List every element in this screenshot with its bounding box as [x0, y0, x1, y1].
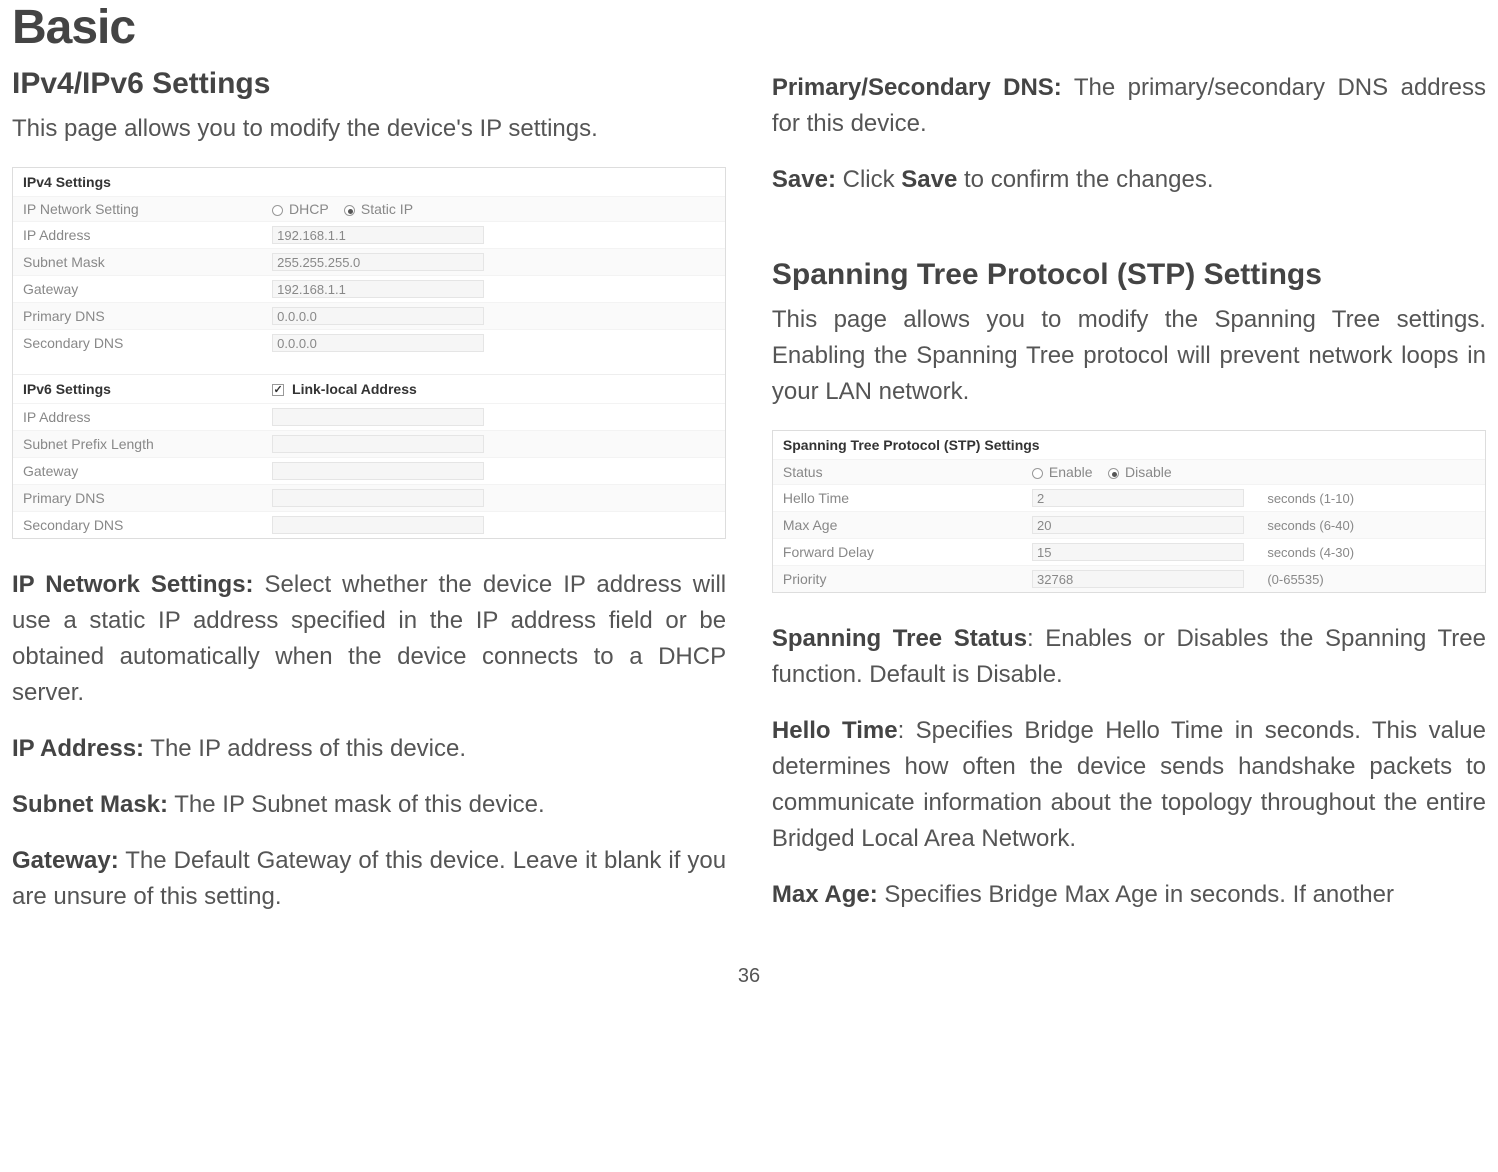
table-row: Primary DNS — [13, 484, 725, 511]
secondary-dns-input[interactable] — [272, 334, 484, 352]
radio-label: Static IP — [361, 201, 413, 217]
row-label: IP Address — [23, 227, 272, 243]
term-label: Primary/Secondary DNS: — [772, 74, 1062, 101]
term-label: IP Address: — [12, 735, 144, 762]
term-label: Spanning Tree Status — [772, 625, 1027, 652]
page-number: 36 — [4, 965, 1494, 988]
def-subnet-mask: Subnet Mask: The IP Subnet mask of this … — [12, 787, 726, 823]
term-label: Gateway: — [12, 847, 119, 874]
radio-label: DHCP — [289, 201, 328, 217]
radio-enable[interactable] — [1032, 468, 1043, 479]
priority-input[interactable] — [1032, 570, 1244, 588]
checkbox-icon[interactable]: ✓ — [272, 384, 284, 396]
row-label: Priority — [783, 571, 1032, 587]
table-row: Secondary DNS — [13, 511, 725, 538]
save-word: Save — [901, 166, 957, 193]
def-max-age: Max Age: Specifies Bridge Max Age in sec… — [772, 877, 1486, 913]
def-ip-network-settings: IP Network Settings: Select whether the … — [12, 567, 726, 711]
row-label: Max Age — [783, 517, 1032, 533]
gateway-input[interactable] — [272, 280, 484, 298]
table-row: Priority (0-65535) — [773, 565, 1485, 592]
def-ip-address: IP Address: The IP address of this devic… — [12, 731, 726, 767]
max-age-input[interactable] — [1032, 516, 1244, 534]
table-row: Primary DNS — [13, 302, 725, 329]
table-row: Subnet Prefix Length — [13, 430, 725, 457]
term-text: to confirm the changes. — [957, 166, 1213, 193]
row-hint: seconds (6-40) — [1267, 518, 1475, 533]
status-radio[interactable]: Enable Disable — [1032, 464, 1267, 480]
def-hello-time: Hello Time: Specifies Bridge Hello Time … — [772, 713, 1486, 857]
radio-disable[interactable] — [1108, 468, 1119, 479]
table-row: IP Address — [13, 403, 725, 430]
row-label: IP Address — [23, 409, 272, 425]
def-spanning-tree-status: Spanning Tree Status: Enables or Disable… — [772, 621, 1486, 693]
ipv6-primary-dns-input[interactable] — [272, 489, 484, 507]
ipv4-heading: IPv4/IPv6 Settings — [12, 67, 726, 101]
term-label: Hello Time — [772, 717, 898, 744]
term-text: Click — [836, 166, 901, 193]
row-label: Gateway — [23, 281, 272, 297]
row-label: Secondary DNS — [23, 335, 272, 351]
term-text: The Default Gateway of this device. Leav… — [12, 847, 726, 910]
table-row: Subnet Mask — [13, 248, 725, 275]
prefix-length-input[interactable] — [272, 435, 484, 453]
ipv6-gateway-input[interactable] — [272, 462, 484, 480]
primary-dns-input[interactable] — [272, 307, 484, 325]
radio-dhcp[interactable] — [272, 205, 283, 216]
radio-label: Enable — [1049, 464, 1093, 480]
term-text: The IP address of this device. — [144, 735, 466, 762]
table-row: Hello Time seconds (1-10) — [773, 484, 1485, 511]
table-row: IP Network Setting DHCP Static IP — [13, 196, 725, 221]
row-label: Gateway — [23, 463, 272, 479]
row-label: Hello Time — [783, 490, 1032, 506]
term-text: The IP Subnet mask of this device. — [168, 791, 545, 818]
row-hint: seconds (4-30) — [1267, 545, 1475, 560]
subnet-mask-input[interactable] — [272, 253, 484, 271]
term-text: Specifies Bridge Max Age in seconds. If … — [878, 881, 1394, 908]
row-label: Status — [783, 464, 1032, 480]
radio-label: Disable — [1125, 464, 1172, 480]
ip-address-input[interactable] — [272, 226, 484, 244]
ipv4-header: IPv4 Settings — [13, 168, 725, 196]
row-label: Primary DNS — [23, 308, 272, 324]
row-label: Subnet Prefix Length — [23, 436, 272, 452]
ipv4-settings-table: IPv4 Settings IP Network Setting DHCP St… — [12, 167, 726, 539]
link-local-checkbox[interactable]: ✓ Link-local Address — [272, 381, 715, 397]
def-dns: Primary/Secondary DNS: The primary/secon… — [772, 70, 1486, 142]
stp-intro: This page allows you to modify the Spann… — [772, 302, 1486, 410]
ipv6-header: IPv6 Settings — [23, 381, 272, 397]
stp-settings-table: Spanning Tree Protocol (STP) Settings St… — [772, 430, 1486, 593]
row-label: Forward Delay — [783, 544, 1032, 560]
radio-static[interactable] — [344, 205, 355, 216]
row-label: Subnet Mask — [23, 254, 272, 270]
row-label: Primary DNS — [23, 490, 272, 506]
stp-heading: Spanning Tree Protocol (STP) Settings — [772, 258, 1486, 292]
term-label: Subnet Mask: — [12, 791, 168, 818]
table-row: Secondary DNS — [13, 329, 725, 356]
def-save: Save: Click Save to confirm the changes. — [772, 162, 1486, 198]
row-label: Secondary DNS — [23, 517, 272, 533]
ipv4-intro: This page allows you to modify the devic… — [12, 111, 726, 147]
def-gateway: Gateway: The Default Gateway of this dev… — [12, 843, 726, 915]
ipv6-secondary-dns-input[interactable] — [272, 516, 484, 534]
hello-time-input[interactable] — [1032, 489, 1244, 507]
ipv6-address-input[interactable] — [272, 408, 484, 426]
checkbox-label: Link-local Address — [292, 381, 417, 397]
row-hint: (0-65535) — [1267, 572, 1475, 587]
table-row: Gateway — [13, 457, 725, 484]
ip-network-setting-radio[interactable]: DHCP Static IP — [272, 201, 507, 217]
term-label: IP Network Settings: — [12, 571, 254, 598]
table-row: Status Enable Disable — [773, 459, 1485, 484]
stp-header: Spanning Tree Protocol (STP) Settings — [773, 431, 1485, 459]
table-row: Gateway — [13, 275, 725, 302]
forward-delay-input[interactable] — [1032, 543, 1244, 561]
table-row: IP Address — [13, 221, 725, 248]
table-row: Max Age seconds (6-40) — [773, 511, 1485, 538]
table-row: Forward Delay seconds (4-30) — [773, 538, 1485, 565]
page-title: Basic — [12, 0, 726, 55]
row-hint: seconds (1-10) — [1267, 491, 1475, 506]
row-label: IP Network Setting — [23, 201, 272, 217]
term-label: Save: — [772, 166, 836, 193]
term-label: Max Age: — [772, 881, 878, 908]
